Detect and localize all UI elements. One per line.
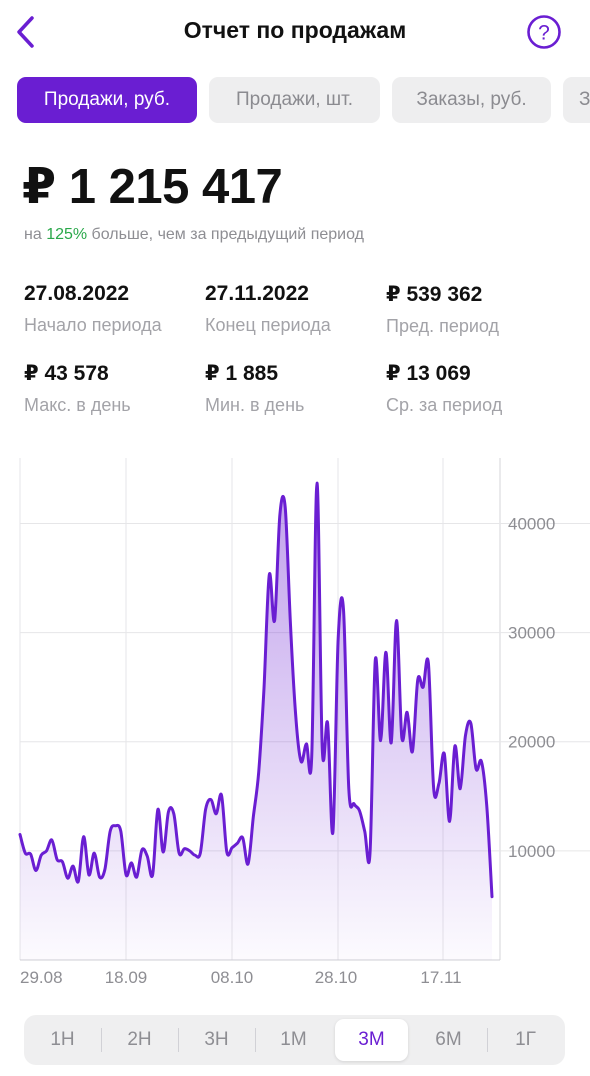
y-tick-label: 30000 (508, 624, 555, 643)
stat-label: Конец периода (205, 315, 331, 335)
stat-value: ₽ 43 578 (24, 362, 109, 385)
period-1m[interactable]: 1М (280, 1029, 307, 1050)
stat-label: Начало периода (24, 315, 162, 335)
stat-avg-period: ₽ 13 069 Ср. за период (386, 361, 502, 416)
y-tick-label: 40000 (508, 514, 555, 533)
sales-chart[interactable]: 10000 20000 30000 40000 29.08 18.09 08.10 28.1… (0, 452, 590, 992)
period-divider (487, 1028, 488, 1052)
stat-period-end: 27.11.2022 Конец периода (205, 282, 331, 336)
compare-suffix: больше, чем за предыдущий период (87, 226, 364, 243)
metric-tabs: Продажи, руб. Продажи, шт. Заказы, руб. … (17, 77, 590, 123)
compare-text: на 125% больше, чем за предыдущий период (24, 226, 364, 244)
page-title: Отчет по продажам (183, 17, 407, 43)
stat-label: Пред. период (386, 316, 500, 336)
y-tick-label: 20000 (508, 733, 555, 752)
x-tick-label: 08.10 (211, 968, 254, 987)
y-tick-label: 10000 (508, 842, 555, 861)
x-tick-label: 18.09 (105, 968, 148, 987)
header: Отчет по продажам ? (0, 0, 590, 64)
stat-label: Мин. в день (205, 395, 305, 415)
stat-value: ₽ 539 362 (386, 283, 483, 306)
chart-line (18, 481, 494, 899)
stat-label: Ср. за период (386, 395, 503, 415)
back-button[interactable] (8, 12, 42, 52)
stat-value: 27.11.2022 (205, 282, 309, 305)
svg-text:?: ? (538, 22, 550, 45)
period-2w[interactable]: 2Н (127, 1029, 152, 1050)
period-1w[interactable]: 1Н (50, 1029, 75, 1050)
help-button[interactable]: ? (526, 14, 562, 50)
stat-value: ₽ 13 069 (386, 362, 471, 385)
stat-value: 27.08.2022 (24, 282, 130, 305)
tab-next[interactable]: З (563, 77, 590, 123)
question-circle-icon: ? (527, 15, 561, 49)
period-divider (178, 1028, 179, 1052)
x-tick-label: 29.08 (20, 968, 63, 987)
stat-value: ₽ 1 885 (205, 362, 278, 385)
x-tick-label: 28.10 (315, 968, 358, 987)
stat-label: Макс. в день (24, 395, 131, 415)
chart-canvas: 10000 20000 30000 40000 29.08 18.09 08.10 28.1… (18, 458, 590, 987)
period-selector: 1Н 2Н 3Н 1М 3М 6М 1Г (24, 1015, 565, 1065)
stat-period-start: 27.08.2022 Начало периода (24, 282, 162, 336)
compare-prefix: на (24, 226, 47, 243)
x-tick-label: 17.11 (420, 968, 461, 987)
tab-orders-rub[interactable]: Заказы, руб. (392, 77, 551, 123)
stat-prev-period: ₽ 539 362 Пред. период (386, 282, 499, 337)
compare-percent: 125% (46, 226, 88, 243)
tab-sales-pcs[interactable]: Продажи, шт. (209, 77, 380, 123)
tab-sales-rub[interactable]: Продажи, руб. (17, 77, 197, 123)
total-value: ₽ 1 215 417 (22, 160, 283, 214)
period-6m[interactable]: 6М (435, 1029, 462, 1050)
period-divider (255, 1028, 256, 1052)
period-3m[interactable]: 3М (335, 1019, 408, 1061)
period-divider (101, 1028, 102, 1052)
chart-area (20, 483, 492, 960)
chevron-left-icon (17, 16, 34, 48)
stat-min-day: ₽ 1 885 Мин. в день (205, 361, 304, 416)
period-3w[interactable]: 3Н (204, 1029, 229, 1050)
period-1y[interactable]: 1Г (515, 1029, 536, 1050)
stat-max-day: ₽ 43 578 Макс. в день (24, 361, 131, 416)
